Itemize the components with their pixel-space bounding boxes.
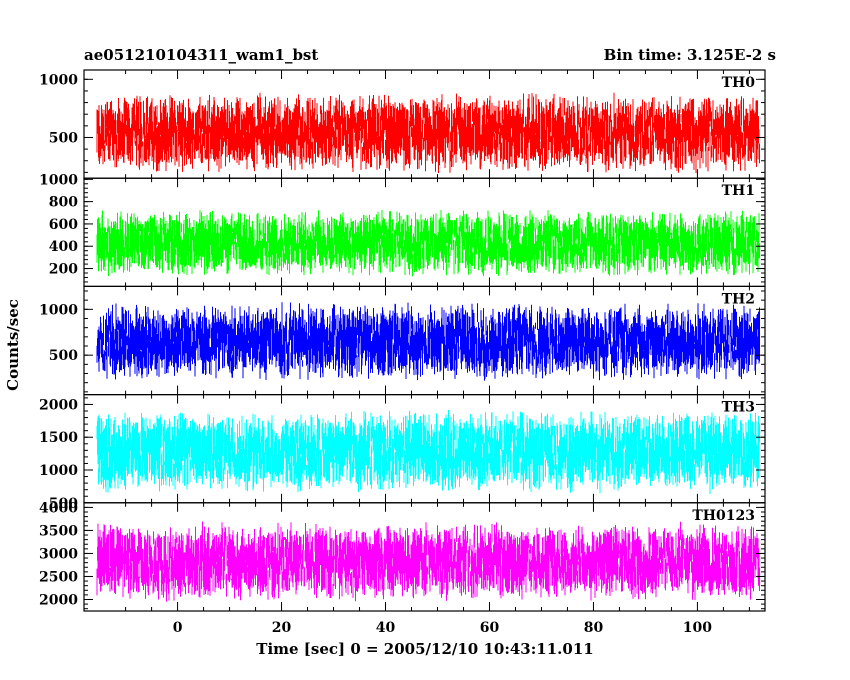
y-tick-label: 1000 — [39, 172, 78, 188]
panel-th0123: 2000 2500 3000 3500 4000 TH0123 — [39, 500, 766, 612]
panel-tag-th0: TH0 — [722, 75, 756, 91]
y-tick-label: 1500 — [39, 430, 78, 446]
panel-th1: 200 400 600 800 1000 TH1 — [39, 172, 766, 287]
y-tick-label: 4000 — [39, 500, 78, 516]
panel-frame — [83, 502, 766, 612]
y-tick-label: 800 — [49, 195, 78, 211]
series-th1 — [96, 209, 760, 277]
y-tick-label: 400 — [49, 239, 78, 255]
y-tick-label: 2500 — [39, 569, 78, 585]
panel-th3: 500 1000 1500 2000 TH3 — [39, 394, 766, 512]
panel-tag-th2: TH2 — [722, 291, 755, 307]
series-th0123 — [96, 521, 760, 602]
x-tick-label: 60 — [480, 620, 500, 636]
series-th2 — [96, 302, 760, 381]
panel-tag-th1: TH1 — [722, 183, 755, 199]
chart-title-right: Bin time: 3.125E-2 s — [604, 46, 776, 64]
y-tick-label: 500 — [49, 130, 78, 146]
y-tick-label: 1000 — [39, 72, 78, 88]
y-tick-label: 500 — [49, 348, 78, 364]
x-axis-label: Time [sec] 0 = 2005/12/10 10:43:11.011 — [256, 640, 593, 658]
chart-title-left: ae051210104311_wam1_bst — [84, 46, 318, 64]
y-tick-label: 2000 — [39, 397, 78, 413]
y-axis-label: Counts/sec — [4, 299, 22, 391]
panel-th2: 500 1000 TH2 — [39, 285, 766, 396]
panel-th0: 500 1000 TH0 — [39, 69, 766, 179]
x-axis-ticks: 0 20 40 60 80 100 — [173, 620, 713, 636]
y-tick-label: 1000 — [39, 302, 78, 318]
y-tick-label: 200 — [49, 262, 78, 278]
series-th3 — [96, 410, 760, 494]
x-tick-label: 20 — [272, 620, 292, 636]
x-tick-label: 100 — [683, 620, 712, 636]
x-tick-label: 40 — [376, 620, 396, 636]
x-tick-label: 80 — [584, 620, 604, 636]
x-tick-label: 0 — [173, 620, 183, 636]
y-tick-label: 3500 — [39, 523, 78, 539]
series-th0 — [96, 92, 760, 174]
y-tick-label: 500 — [49, 496, 78, 512]
y-tick-label: 1000 — [39, 463, 78, 479]
panel-tag-th3: TH3 — [722, 400, 755, 416]
y-tick-label: 2000 — [39, 592, 78, 608]
y-tick-label: 600 — [49, 217, 78, 233]
panel-tag-th0123: TH0123 — [692, 508, 755, 524]
y-tick-label: 3000 — [39, 546, 78, 562]
